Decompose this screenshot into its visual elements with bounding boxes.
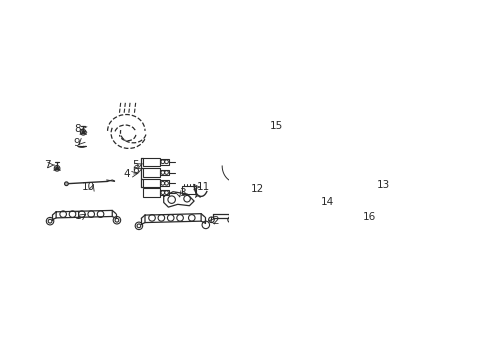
Circle shape (81, 131, 84, 134)
Text: 11: 11 (197, 182, 210, 192)
Text: 9: 9 (74, 138, 81, 148)
Circle shape (56, 167, 59, 170)
Bar (294, 200, 320, 214)
Bar (142, 179, 160, 188)
Text: 3: 3 (179, 188, 185, 198)
Text: 14: 14 (320, 197, 333, 207)
Bar (142, 168, 160, 177)
Text: 12: 12 (250, 184, 264, 194)
Text: 10: 10 (82, 182, 95, 192)
Text: 16: 16 (362, 212, 375, 222)
Bar (182, 186, 196, 194)
Text: 4: 4 (123, 170, 130, 179)
Bar (294, 200, 320, 214)
Text: 7: 7 (44, 160, 51, 170)
Bar (160, 190, 168, 195)
Text: 2: 2 (211, 216, 218, 226)
Bar (160, 180, 168, 186)
Text: 1: 1 (75, 211, 81, 221)
Text: 15: 15 (269, 121, 282, 131)
Circle shape (64, 182, 68, 186)
Text: 8: 8 (74, 125, 81, 135)
Bar (160, 170, 168, 175)
Text: 5: 5 (132, 160, 139, 170)
Text: 6: 6 (132, 165, 139, 175)
Bar (142, 188, 160, 197)
Bar (160, 159, 168, 165)
Bar (142, 158, 160, 166)
Text: 13: 13 (376, 180, 389, 190)
